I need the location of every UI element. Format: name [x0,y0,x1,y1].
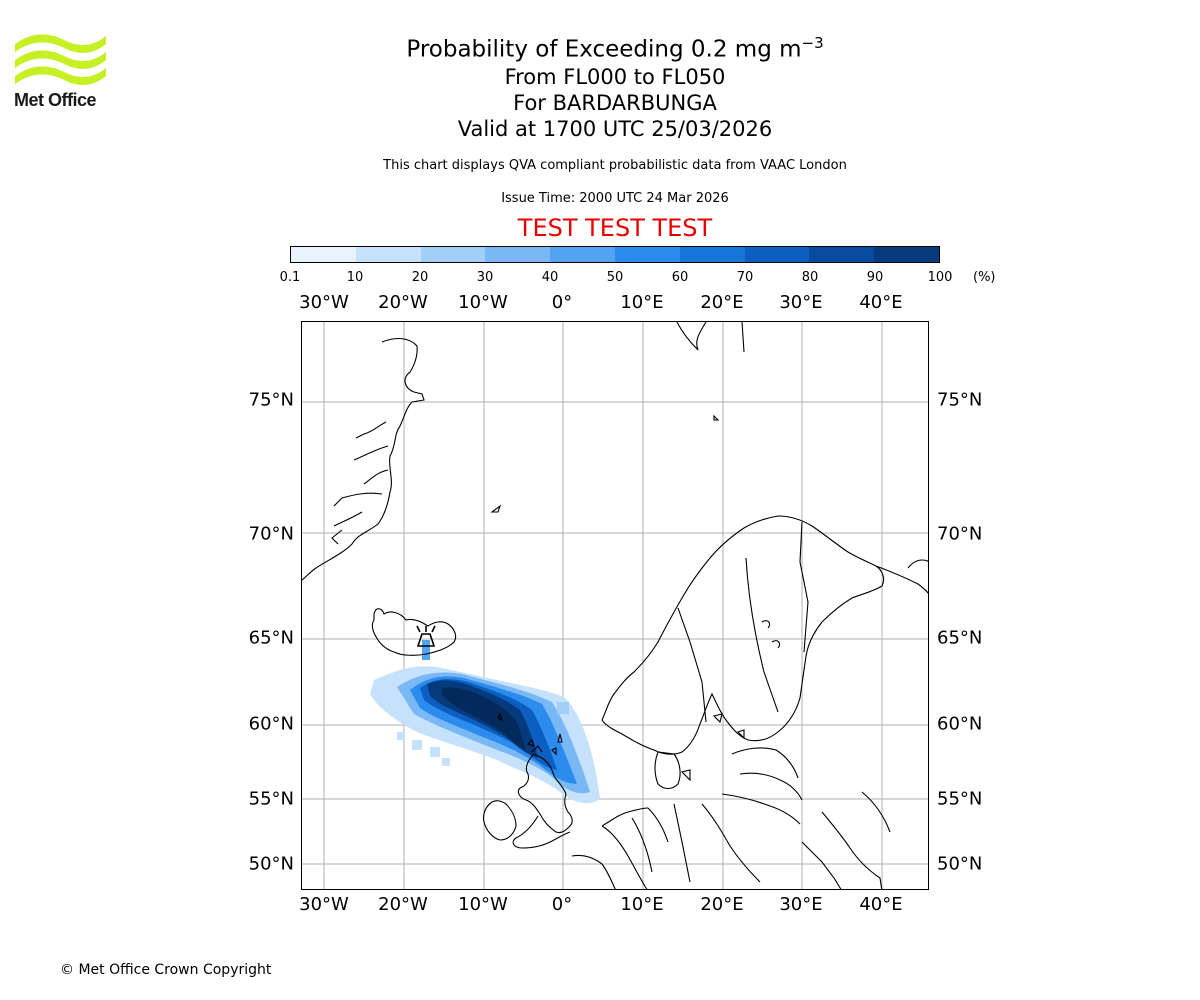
colorbar-tick-label: 50 [606,270,624,285]
test-banner: TEST TEST TEST [517,214,713,242]
iceland-coast [371,608,457,656]
colorbar-tick-label: 40 [541,270,559,285]
copyright: © Met Office Crown Copyright [60,962,272,978]
colorbar-segment [679,247,745,262]
subtitle: This chart displays QVA compliant probab… [383,158,847,173]
colorbar-segment [291,247,356,262]
map-panel [301,321,929,890]
colorbar-segment [550,247,615,262]
colorbar-segment [874,247,939,262]
volcano-icon [416,625,436,647]
colorbar-tick-label: 10 [346,270,364,285]
longitude-label: 10°E [620,292,664,313]
map-svg [302,322,928,889]
colorbar [290,246,940,263]
colorbar-tick-label: 80 [801,270,819,285]
longitude-label: 10°W [458,292,508,313]
valid-time: Valid at 1700 UTC 25/03/2026 [457,117,773,141]
logo-text: Met Office [14,90,97,110]
longitude-label: 30°W [299,894,349,915]
longitude-label: 0° [551,894,573,915]
flight-level-range: From FL000 to FL050 [504,65,726,89]
ash-plume [370,640,600,804]
colorbar-segment [355,247,421,262]
title-main: Probability of Exceeding 0.2 mg m [406,36,802,63]
latitude-label: 65°N [248,627,294,649]
ireland-coast [482,800,517,841]
colorbar-tick-label: 20 [411,270,429,285]
latitude-label: 75°N [248,389,294,411]
colorbar-segment [744,247,810,262]
latitude-label: 60°N [937,713,983,735]
longitude-label: 0° [551,292,573,313]
latitude-label: 55°N [937,788,983,810]
colorbar-unit: (%) [973,270,996,285]
latitude-label: 60°N [248,713,294,735]
wave-icon [15,34,106,85]
volcano-name: For BARDARBUNGA [513,91,717,115]
longitude-label: 40°E [859,894,903,915]
colorbar-segment [809,247,875,262]
longitude-label: 10°W [458,894,508,915]
colorbar-segment [420,247,486,262]
latitude-label: 50°N [937,853,983,875]
colorbar-tick-label: 0.1 [279,270,301,285]
longitude-label: 30°E [779,894,823,915]
longitude-label: 10°E [620,894,664,915]
scandinavia-coast [601,515,885,755]
latitude-label: 75°N [937,389,983,411]
met-office-logo: Met Office [14,30,110,114]
longitude-label: 30°E [779,292,823,313]
longitude-label: 20°E [700,894,744,915]
colorbar-tick-label: 100 [927,270,953,285]
greenland-coast [302,337,425,581]
latitude-label: 70°N [248,523,294,545]
great-britain-coast [517,753,573,834]
latitude-label: 50°N [248,853,294,875]
title-superscript: −3 [801,34,824,52]
graticule [302,322,928,889]
colorbar-tick-label: 70 [736,270,754,285]
longitude-label: 30°W [299,292,349,313]
longitude-label: 20°W [378,292,428,313]
latitude-label: 65°N [937,627,983,649]
chart-title: Probability of Exceeding 0.2 mg m−3 [315,28,915,65]
colorbar-segment [614,247,680,262]
issue-time: Issue Time: 2000 UTC 24 Mar 2026 [501,191,729,206]
coastlines [302,322,928,889]
colorbar-tick-label: 30 [476,270,494,285]
colorbar-tick-label: 90 [866,270,884,285]
longitude-label: 40°E [859,292,903,313]
longitude-label: 20°E [700,292,744,313]
latitude-label: 55°N [248,788,294,810]
latitude-label: 70°N [937,523,983,545]
longitude-label: 20°W [378,894,428,915]
colorbar-tick-label: 60 [671,270,689,285]
colorbar-segment [485,247,551,262]
